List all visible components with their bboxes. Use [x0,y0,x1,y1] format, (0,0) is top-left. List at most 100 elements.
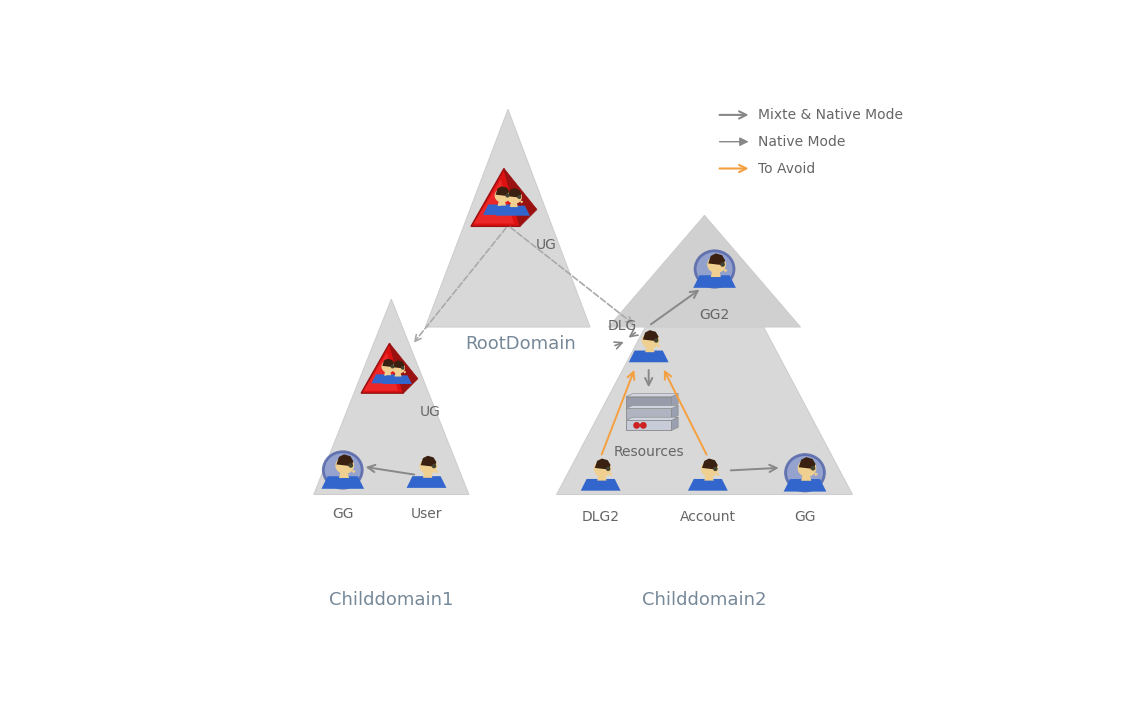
Polygon shape [393,360,404,368]
Ellipse shape [641,333,659,349]
Circle shape [392,365,394,368]
FancyBboxPatch shape [625,397,672,407]
Polygon shape [404,371,406,373]
Text: To Avoid: To Avoid [758,162,815,175]
Ellipse shape [392,362,405,374]
Polygon shape [496,186,510,196]
Polygon shape [382,359,394,367]
Polygon shape [672,405,678,418]
Text: GG2: GG2 [699,307,730,321]
Polygon shape [642,330,658,341]
Circle shape [350,464,353,467]
FancyBboxPatch shape [625,420,672,431]
Polygon shape [625,417,678,420]
Polygon shape [406,476,446,488]
Polygon shape [352,470,355,473]
Circle shape [518,196,521,199]
Polygon shape [389,344,418,393]
Polygon shape [711,271,721,277]
Ellipse shape [495,188,511,202]
Ellipse shape [785,455,824,491]
Polygon shape [382,376,412,384]
Polygon shape [672,394,678,407]
Polygon shape [510,203,518,207]
Polygon shape [496,206,530,216]
Circle shape [402,367,404,369]
Polygon shape [705,476,714,481]
Text: DLG2: DLG2 [581,510,620,523]
Text: Childdomain2: Childdomain2 [642,591,767,609]
Text: UG: UG [536,238,557,252]
Text: GG: GG [794,510,816,523]
Ellipse shape [695,251,734,287]
Polygon shape [339,473,350,478]
Polygon shape [363,352,398,391]
Polygon shape [336,455,353,466]
Ellipse shape [507,190,522,204]
Circle shape [655,339,657,342]
Circle shape [506,194,508,197]
Polygon shape [436,471,438,473]
Circle shape [432,465,436,468]
Text: User: User [411,507,443,521]
Circle shape [812,467,815,470]
Polygon shape [321,476,364,489]
Text: Account: Account [680,510,735,523]
Polygon shape [645,347,655,352]
Circle shape [634,423,639,428]
Polygon shape [701,458,717,470]
Ellipse shape [707,256,726,273]
Polygon shape [497,202,506,206]
Polygon shape [508,199,511,202]
Text: RootDomain: RootDomain [465,336,575,353]
Text: Native Mode: Native Mode [758,135,846,149]
Polygon shape [394,370,396,372]
Polygon shape [597,476,606,481]
Polygon shape [473,179,514,223]
Polygon shape [708,254,725,265]
Text: UG: UG [420,405,440,419]
Polygon shape [625,405,678,408]
Polygon shape [608,215,800,327]
Polygon shape [625,394,678,397]
Text: Resources: Resources [613,445,684,460]
Circle shape [714,468,717,471]
Polygon shape [471,168,520,226]
Polygon shape [688,479,728,491]
Text: GG: GG [333,507,353,521]
Ellipse shape [594,461,612,477]
Ellipse shape [798,460,816,477]
Circle shape [640,423,646,428]
Ellipse shape [335,457,354,474]
Polygon shape [504,168,537,226]
Polygon shape [815,473,817,476]
Polygon shape [371,374,402,384]
Polygon shape [629,351,669,362]
Text: Childdomain1: Childdomain1 [329,591,454,609]
FancyBboxPatch shape [625,408,672,418]
Polygon shape [724,269,728,272]
Polygon shape [799,457,816,469]
Polygon shape [423,473,432,478]
Polygon shape [426,109,590,327]
Polygon shape [384,372,392,376]
Circle shape [606,468,609,471]
Polygon shape [313,299,469,494]
Polygon shape [521,201,523,203]
Polygon shape [507,188,521,198]
Polygon shape [693,276,735,288]
Polygon shape [395,373,402,376]
Polygon shape [556,215,852,494]
Polygon shape [657,344,661,347]
Ellipse shape [323,452,362,488]
Polygon shape [717,473,720,476]
Polygon shape [595,458,611,470]
Text: Mixte & Native Mode: Mixte & Native Mode [758,108,903,122]
Ellipse shape [381,360,395,373]
Polygon shape [672,417,678,431]
Polygon shape [581,479,621,491]
Ellipse shape [701,461,718,477]
Polygon shape [783,479,826,492]
Text: DLG: DLG [607,319,637,333]
Polygon shape [421,456,436,467]
